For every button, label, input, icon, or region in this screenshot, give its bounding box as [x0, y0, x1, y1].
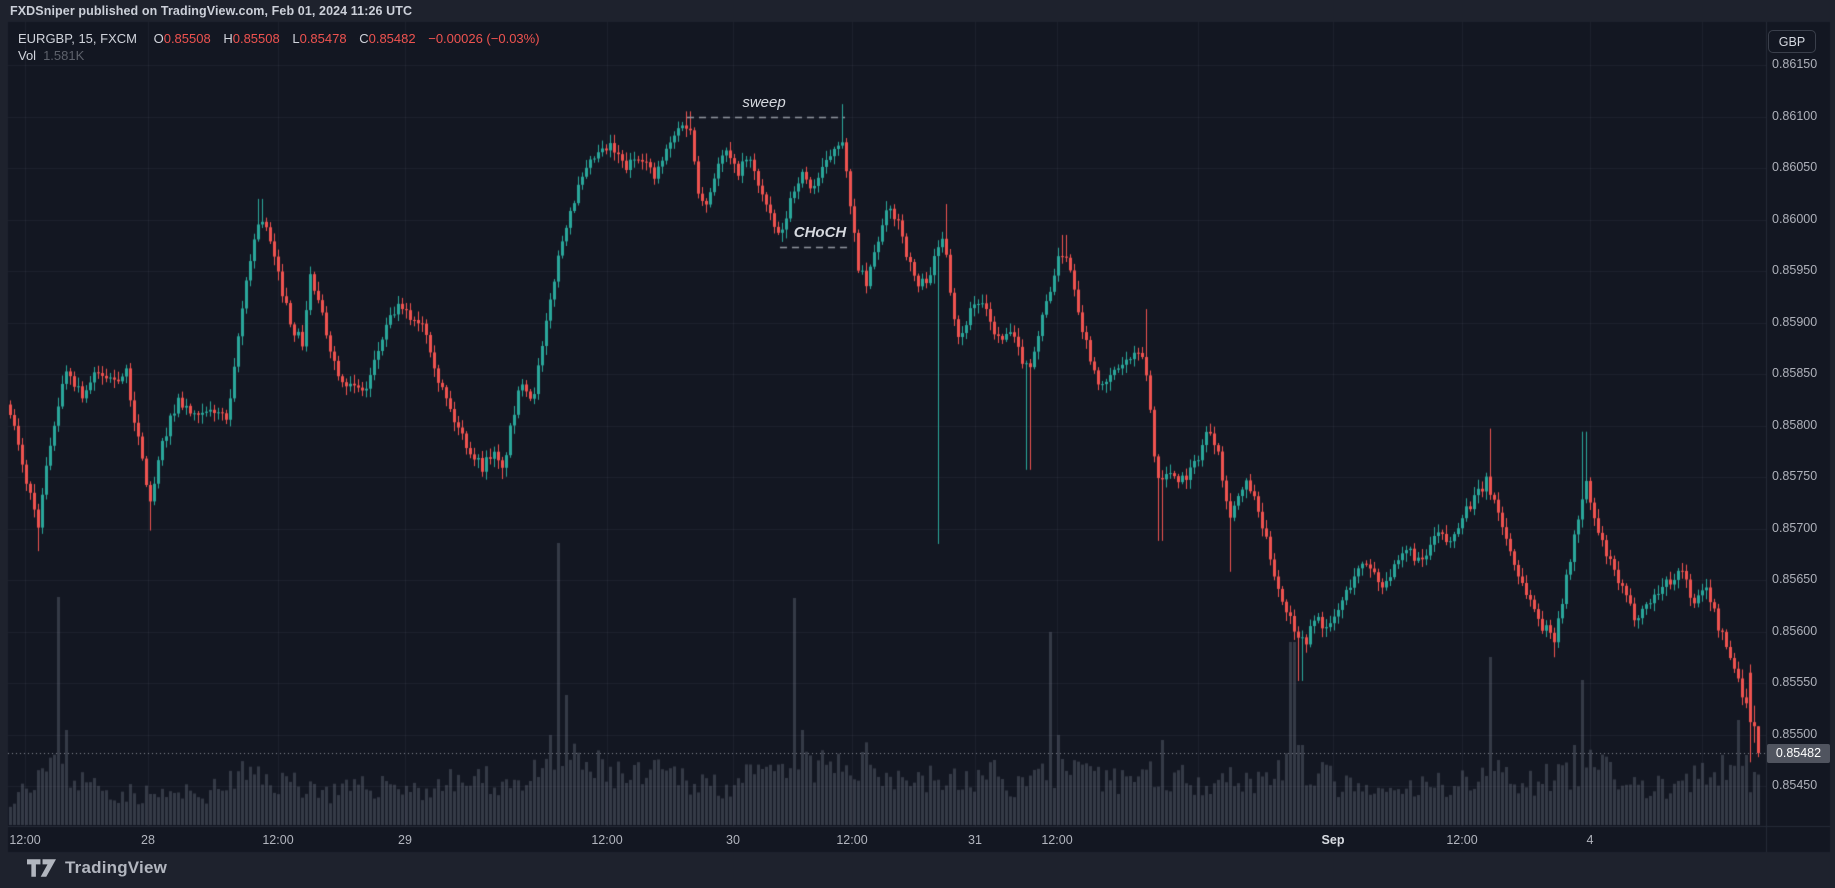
volume-label: Vol [18, 48, 37, 63]
attribution-text: FXDSniper published on TradingView.com, … [10, 4, 413, 18]
time-axis-label: 29 [398, 833, 412, 847]
price-axis-label: 0.85450 [1772, 778, 1818, 792]
volume-value: 1.581K [43, 48, 85, 63]
high-value: 0.85508 [232, 31, 280, 46]
price-axis-label: 0.86100 [1772, 108, 1818, 123]
tradingview-icon [27, 859, 56, 877]
volume-legend: Vol 1.581K [18, 48, 84, 63]
close-label: C [359, 31, 369, 46]
low-value: 0.85478 [299, 31, 347, 46]
currency-button[interactable]: GBP [1768, 30, 1816, 53]
time-axis-label: 28 [141, 833, 155, 847]
time-axis-label: 12:00 [1041, 833, 1073, 847]
annotation-label-choch: CHoCH [793, 224, 847, 242]
open-value: 0.85508 [163, 31, 211, 46]
price-axis-label: 0.85700 [1772, 520, 1818, 535]
price-axis-label: 0.85850 [1772, 366, 1818, 380]
time-axis-label: 4 [1586, 833, 1594, 847]
change-value: −0.00026 (−0.03%) [428, 31, 540, 46]
time-axis-label: Sep [1321, 833, 1345, 847]
tradingview-logo[interactable]: TradingView [27, 858, 167, 878]
last-price-tag: 0.85482 [1767, 743, 1830, 763]
symbol-title[interactable]: EURGBP, 15, FXCM [18, 31, 137, 46]
close-value: 0.85482 [368, 31, 416, 46]
time-axis-label: 31 [968, 833, 982, 847]
time-axis-label: 12:00 [1446, 833, 1478, 847]
annotation-label-sweep: sweep [742, 93, 786, 111]
low-label: L [292, 31, 300, 46]
price-axis-label: 0.85750 [1772, 469, 1818, 483]
time-axis-label: 12:00 [591, 833, 623, 847]
time-axis-label: 12:00 [262, 833, 294, 847]
price-axis-label: 0.85900 [1772, 314, 1818, 329]
price-axis-label: 0.85550 [1772, 675, 1818, 689]
price-axis-label: 0.86000 [1772, 211, 1818, 226]
price-axis-label: 0.86150 [1772, 57, 1818, 71]
time-axis-label: 12:00 [9, 833, 41, 847]
open-label: O [153, 31, 164, 46]
price-axis-label: 0.85950 [1772, 263, 1818, 277]
high-label: H [223, 31, 233, 46]
price-axis-label: 0.85800 [1772, 417, 1818, 432]
price-axis-label: 0.85500 [1772, 726, 1818, 741]
tradingview-brand-text: TradingView [65, 858, 168, 877]
time-axis-label: 12:00 [836, 833, 868, 847]
price-axis-label: 0.85600 [1772, 623, 1818, 638]
price-axis-label: 0.85650 [1772, 572, 1818, 586]
price-axis-label: 0.86050 [1772, 160, 1818, 174]
time-axis-label: 30 [726, 833, 740, 847]
chart-legend: EURGBP, 15, FXCM O0.85508 H0.85508 L0.85… [18, 29, 540, 48]
